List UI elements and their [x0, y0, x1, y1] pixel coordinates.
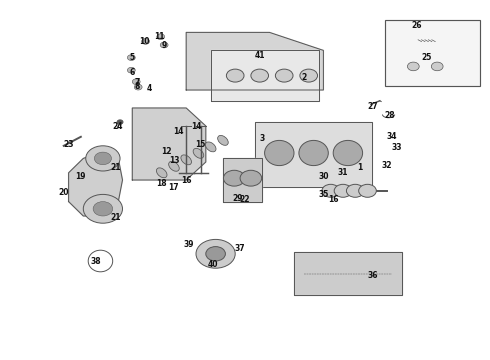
Circle shape [127, 67, 135, 73]
Circle shape [431, 62, 443, 71]
Circle shape [83, 194, 122, 223]
Text: 27: 27 [367, 102, 378, 111]
Circle shape [251, 69, 269, 82]
Text: 35: 35 [318, 190, 329, 199]
Text: 4: 4 [147, 84, 152, 93]
Text: 16: 16 [181, 176, 192, 185]
Circle shape [223, 170, 245, 186]
Text: 12: 12 [161, 147, 172, 156]
Polygon shape [211, 50, 318, 101]
Polygon shape [294, 252, 402, 295]
Circle shape [408, 62, 419, 71]
Text: 14: 14 [191, 122, 201, 131]
Text: 3: 3 [260, 134, 265, 143]
Ellipse shape [169, 161, 179, 171]
Ellipse shape [205, 142, 216, 152]
Text: 13: 13 [169, 156, 179, 165]
Text: 9: 9 [162, 41, 167, 50]
Polygon shape [132, 108, 206, 180]
Circle shape [226, 69, 244, 82]
Text: 18: 18 [156, 179, 167, 188]
Text: 26: 26 [411, 21, 422, 30]
Text: 19: 19 [75, 172, 86, 181]
Circle shape [160, 42, 168, 48]
Polygon shape [186, 32, 323, 90]
Circle shape [275, 69, 293, 82]
Text: 14: 14 [173, 127, 184, 136]
Text: 16: 16 [328, 195, 339, 204]
Text: 17: 17 [169, 183, 179, 192]
Text: 22: 22 [240, 195, 250, 204]
Text: 6: 6 [130, 68, 135, 77]
Text: 33: 33 [392, 143, 402, 152]
Circle shape [300, 69, 318, 82]
Ellipse shape [218, 135, 228, 145]
Polygon shape [255, 122, 372, 187]
Text: 11: 11 [154, 32, 165, 41]
Circle shape [359, 184, 376, 197]
Text: 20: 20 [58, 188, 69, 197]
Circle shape [206, 247, 225, 261]
Text: 24: 24 [112, 122, 123, 131]
Text: 21: 21 [110, 163, 121, 172]
Circle shape [240, 170, 262, 186]
Ellipse shape [193, 148, 204, 158]
Circle shape [196, 239, 235, 268]
Text: 34: 34 [387, 132, 397, 141]
Text: 1: 1 [358, 163, 363, 172]
Circle shape [94, 152, 111, 165]
Bar [385, 20, 480, 86]
Text: 2: 2 [301, 73, 306, 82]
Circle shape [346, 184, 364, 197]
Text: 21: 21 [110, 213, 121, 222]
Circle shape [157, 34, 165, 40]
Circle shape [322, 184, 340, 197]
Ellipse shape [181, 155, 192, 165]
Text: 15: 15 [195, 140, 205, 149]
Circle shape [132, 79, 140, 85]
Text: 25: 25 [421, 53, 432, 62]
Text: 36: 36 [367, 271, 378, 280]
Circle shape [334, 184, 352, 197]
Text: 32: 32 [382, 161, 392, 170]
Text: 38: 38 [90, 256, 101, 266]
Ellipse shape [156, 168, 167, 178]
Text: 39: 39 [183, 240, 194, 249]
Circle shape [134, 84, 142, 90]
Text: 23: 23 [63, 140, 74, 149]
Text: 40: 40 [208, 260, 219, 269]
Text: 28: 28 [384, 111, 395, 120]
Text: 31: 31 [338, 168, 348, 177]
Text: 37: 37 [235, 244, 245, 253]
Ellipse shape [299, 140, 328, 166]
Text: 5: 5 [130, 53, 135, 62]
Text: 7: 7 [135, 78, 140, 87]
Circle shape [142, 39, 149, 44]
Circle shape [127, 55, 135, 60]
Polygon shape [69, 151, 122, 216]
Circle shape [93, 202, 113, 216]
Polygon shape [223, 158, 262, 202]
Ellipse shape [265, 140, 294, 166]
Text: 41: 41 [254, 51, 265, 60]
Text: 10: 10 [139, 37, 150, 46]
Circle shape [86, 146, 120, 171]
Circle shape [117, 120, 123, 124]
Text: 8: 8 [135, 82, 140, 91]
Ellipse shape [333, 140, 363, 166]
Text: 30: 30 [318, 172, 329, 181]
Text: 29: 29 [232, 194, 243, 202]
